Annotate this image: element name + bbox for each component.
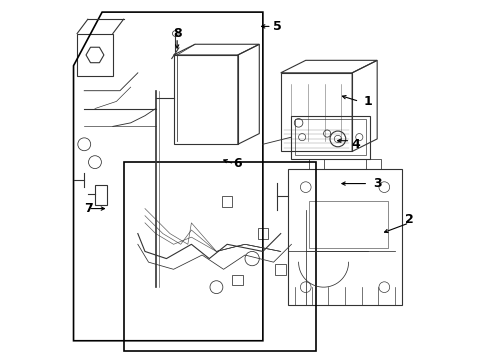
Bar xyxy=(367,158,381,169)
Text: 3: 3 xyxy=(373,177,382,190)
Bar xyxy=(275,264,286,275)
Text: 6: 6 xyxy=(234,157,242,170)
Text: 2: 2 xyxy=(405,213,414,226)
Text: 8: 8 xyxy=(173,27,181,40)
Bar xyxy=(123,162,317,351)
Bar xyxy=(288,169,402,305)
Text: 1: 1 xyxy=(364,95,372,108)
Text: 7: 7 xyxy=(84,202,93,215)
Bar xyxy=(258,228,268,239)
Bar xyxy=(77,33,113,76)
Text: 4: 4 xyxy=(351,138,360,151)
Bar xyxy=(95,185,107,205)
Text: 5: 5 xyxy=(273,20,282,33)
Bar xyxy=(309,201,388,248)
Bar xyxy=(309,158,323,169)
Bar xyxy=(232,275,243,285)
Bar xyxy=(292,116,370,158)
Bar xyxy=(222,196,232,207)
Bar xyxy=(295,119,367,155)
